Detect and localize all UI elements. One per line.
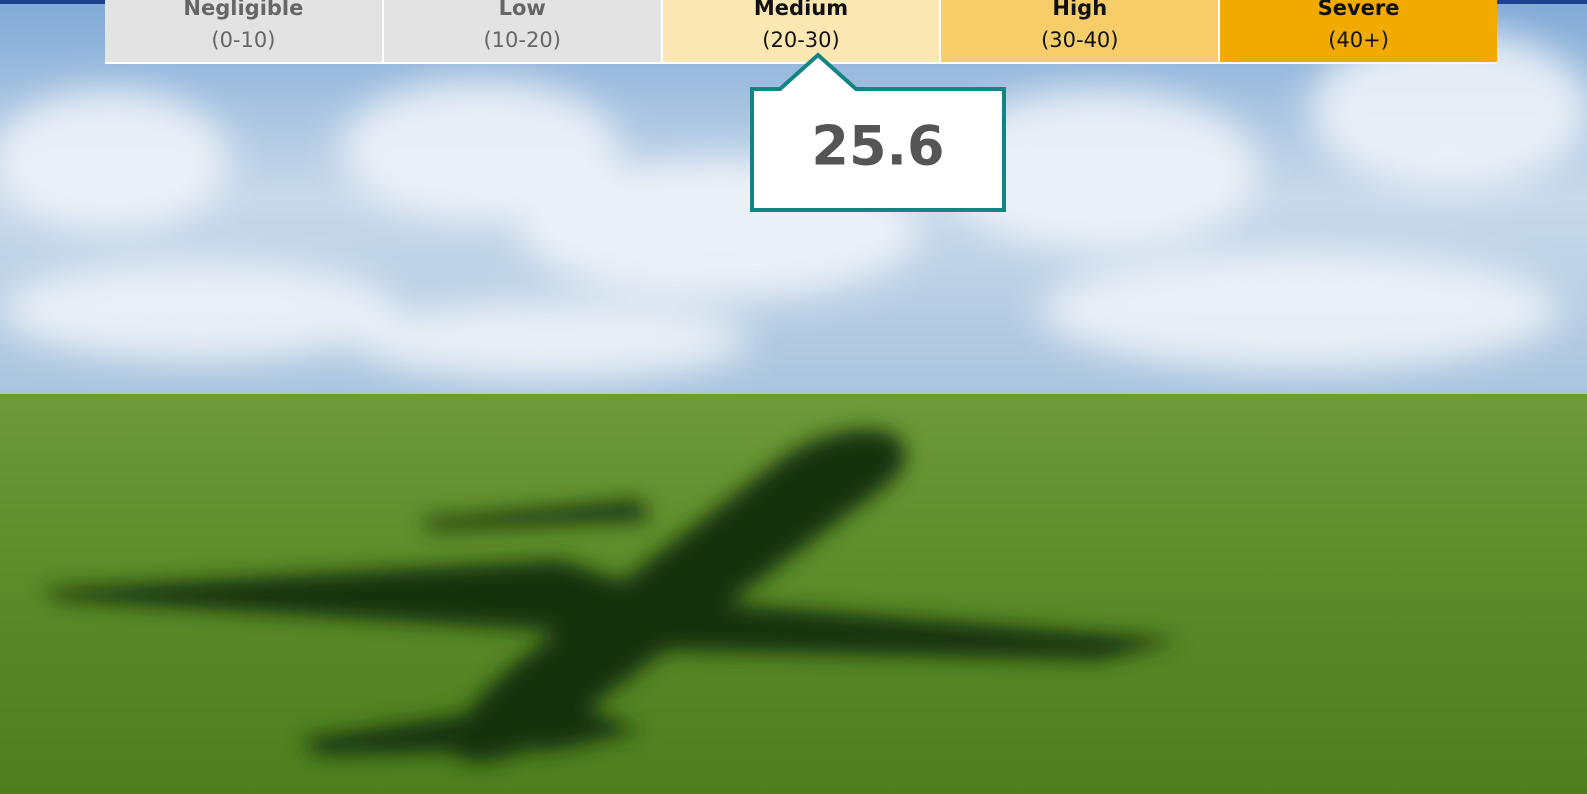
level-label: Severe bbox=[1220, 0, 1497, 24]
reading-value: 25.6 bbox=[811, 115, 944, 178]
level-label: Low bbox=[384, 0, 661, 24]
level-label: High bbox=[941, 0, 1218, 24]
reading-callout: 25.6 bbox=[750, 52, 1008, 214]
level-cell: Low(10-20) bbox=[382, 0, 661, 62]
level-range: (10-20) bbox=[384, 24, 661, 56]
level-cell: Negligible(0-10) bbox=[105, 0, 382, 62]
level-range: (40+) bbox=[1220, 24, 1497, 56]
level-cell: Severe(40+) bbox=[1218, 0, 1497, 62]
level-label: Negligible bbox=[105, 0, 382, 24]
level-range: (0-10) bbox=[105, 24, 382, 56]
level-label: Medium bbox=[663, 0, 940, 24]
page: Negligible(0-10)Low(10-20)Medium(20-30)H… bbox=[0, 0, 1587, 794]
